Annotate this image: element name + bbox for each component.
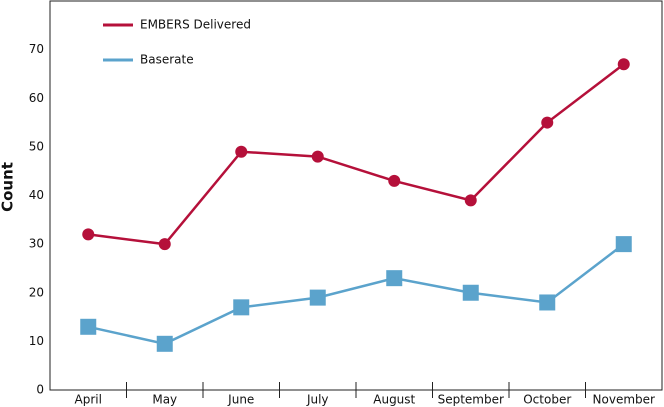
series-line <box>88 63 625 246</box>
y-tick-label: 50 <box>29 139 44 153</box>
x-tick-label: June <box>227 393 254 407</box>
point-marker <box>158 238 171 251</box>
y-tick-label: 10 <box>29 334 44 348</box>
point-marker <box>82 228 95 241</box>
point-marker <box>464 194 477 207</box>
x-tick-label: November <box>593 393 655 407</box>
legend-label: EMBERS Delivered <box>140 18 251 32</box>
point-marker <box>386 270 403 287</box>
point-marker <box>235 145 248 158</box>
point-marker <box>539 294 556 311</box>
y-tick-label: 40 <box>29 188 44 202</box>
point-marker <box>233 299 250 316</box>
legend-label: Baserate <box>140 53 194 67</box>
x-tick-label: May <box>152 393 177 407</box>
x-tick-label: October <box>523 393 571 407</box>
point-marker <box>617 58 630 71</box>
point-marker <box>80 318 97 335</box>
series-line <box>87 243 625 346</box>
point-marker <box>388 174 401 187</box>
y-tick-label: 60 <box>29 91 44 105</box>
y-tick-label: 0 <box>36 383 44 397</box>
x-tick-label: April <box>75 393 102 407</box>
x-tick-label: August <box>373 393 415 407</box>
y-tick-label: 30 <box>29 237 44 251</box>
point-marker <box>615 236 632 253</box>
y-tick-label: 20 <box>29 285 44 299</box>
point-marker <box>541 116 554 129</box>
point-marker <box>311 150 324 163</box>
x-tick-label: September <box>438 393 504 407</box>
point-marker <box>309 289 326 306</box>
x-tick-label: July <box>306 393 329 407</box>
y-tick-label: 70 <box>29 42 44 56</box>
y-axis-label: Count <box>0 162 17 212</box>
point-marker <box>462 284 479 301</box>
point-marker <box>156 335 173 352</box>
